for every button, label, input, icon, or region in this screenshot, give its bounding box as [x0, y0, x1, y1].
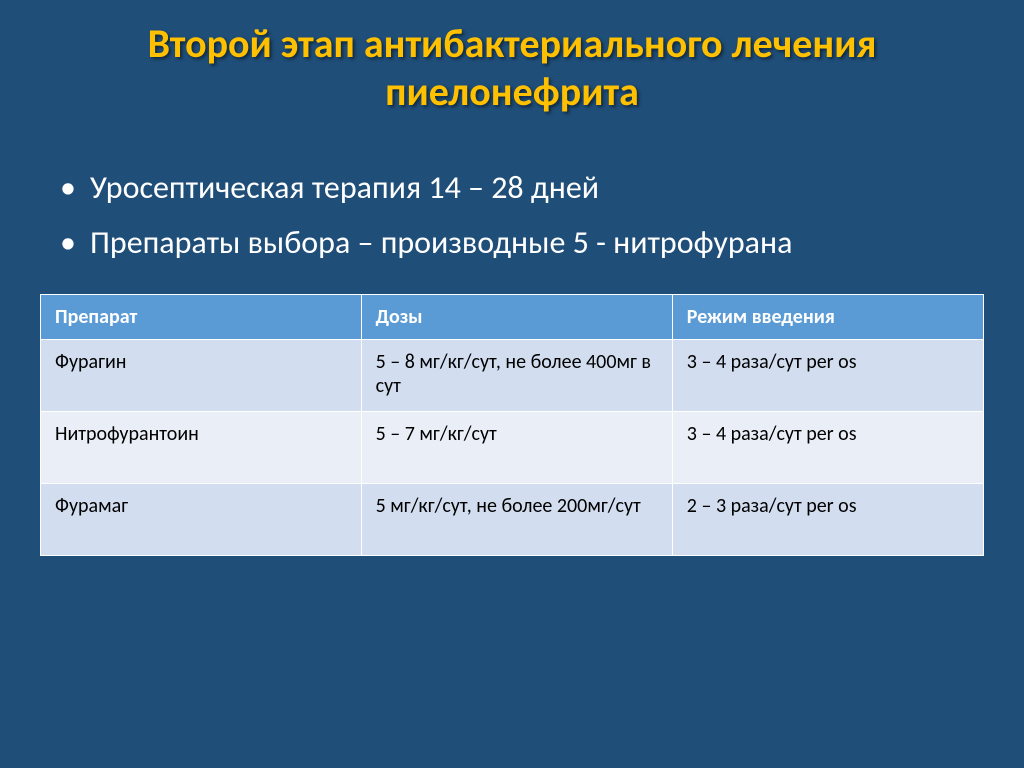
bullet-item: Препараты выбора – производные 5 - нитро… [60, 221, 984, 264]
table-header-row: Препарат Дозы Режим введения [41, 295, 984, 340]
drug-table: Препарат Дозы Режим введения Фурагин 5 –… [40, 294, 984, 556]
cell-drug: Фурагин [41, 340, 362, 412]
bullet-item: Уросептическая терапия 14 – 28 дней [60, 166, 984, 209]
slide-title: Второй этап антибактериального лечения п… [40, 20, 984, 116]
cell-regimen: 3 – 4 раза/сут per os [672, 412, 983, 484]
bullet-list: Уросептическая терапия 14 – 28 дней Преп… [40, 166, 984, 264]
table-row: Фурагин 5 – 8 мг/кг/сут, не более 400мг … [41, 340, 984, 412]
cell-dose: 5 мг/кг/сут, не более 200мг/сут [361, 484, 672, 556]
table-row: Фурамаг 5 мг/кг/сут, не более 200мг/сут … [41, 484, 984, 556]
cell-regimen: 3 – 4 раза/сут per os [672, 340, 983, 412]
cell-dose: 5 – 7 мг/кг/сут [361, 412, 672, 484]
table-header-regimen: Режим введения [672, 295, 983, 340]
cell-drug: Фурамаг [41, 484, 362, 556]
table-row: Нитрофурантоин 5 – 7 мг/кг/сут 3 – 4 раз… [41, 412, 984, 484]
table-header-drug: Препарат [41, 295, 362, 340]
cell-dose: 5 – 8 мг/кг/сут, не более 400мг в сут [361, 340, 672, 412]
cell-regimen: 2 – 3 раза/сут per os [672, 484, 983, 556]
cell-drug: Нитрофурантоин [41, 412, 362, 484]
table-header-dose: Дозы [361, 295, 672, 340]
